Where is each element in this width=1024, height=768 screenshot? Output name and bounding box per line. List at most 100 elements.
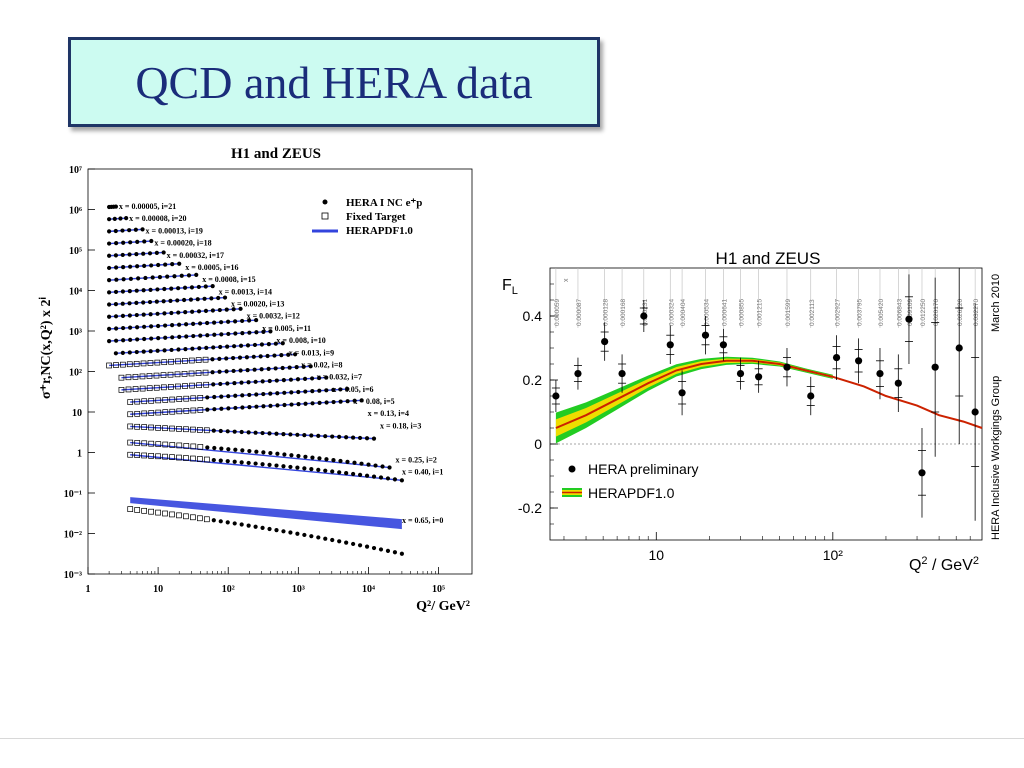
chart1-hera-point	[172, 274, 177, 279]
chart1-hera-point	[135, 239, 140, 244]
chart2-top-x-value: 0.000231	[642, 299, 649, 326]
chart1-fixed-target-point	[155, 397, 162, 404]
chart2-data-point	[905, 315, 913, 323]
chart2-top-x-value: 0.032270	[973, 299, 980, 326]
chart1-hera-point	[268, 391, 273, 396]
chart1-hera-point	[316, 467, 321, 473]
chart1-fixed-target-point	[183, 408, 190, 414]
chart1-hera-point	[286, 352, 291, 357]
chart1-hera-point	[294, 365, 299, 370]
chart1-hera-point	[275, 451, 280, 456]
chart1-series-label: x = 0.0013, i=14	[219, 287, 272, 296]
chart1-fixed-target-point	[162, 441, 169, 448]
chart1-fit-curve	[109, 285, 213, 294]
chart1-hera-point	[323, 468, 328, 473]
chart1-hera-point	[169, 347, 174, 353]
chart1-hera-point	[267, 462, 272, 467]
chart1-hera-point	[203, 308, 209, 314]
chart1-fixed-target-point	[148, 424, 154, 431]
chart1-xlabel: Q²/ GeV²	[416, 599, 470, 614]
chart1-fixed-target-point	[155, 453, 161, 460]
chart1-fit-curve	[109, 319, 257, 330]
chart2-top-x-value: 0.026220	[957, 299, 964, 326]
chart1-hera-point	[231, 307, 236, 312]
chart2-data-point	[640, 312, 648, 320]
chart1-hera-point	[385, 548, 391, 553]
chart1-hera-point	[309, 467, 314, 472]
chart1-hera-point	[351, 471, 356, 477]
chart1-hera-point	[162, 348, 167, 353]
chart1-fixed-target-point	[139, 385, 146, 392]
chart1-fixed-target-point	[141, 410, 148, 417]
chart1-hera-point	[218, 519, 223, 524]
chart1-hera-point	[217, 356, 222, 361]
chart1-hera-point	[224, 307, 229, 312]
chart1-fixed-target-point	[189, 382, 195, 389]
chart1-hera-point	[302, 376, 308, 381]
chart1-hera-point	[392, 477, 398, 482]
chart1-fixed-target-point	[155, 441, 162, 447]
chart2-top-x-label: x	[563, 278, 570, 282]
chart1-fixed-target-point	[161, 359, 168, 366]
chart2-plot-frame	[549, 267, 983, 541]
chart1-fit-curve	[130, 399, 362, 415]
chart1-xtick-label: 10³	[292, 584, 305, 595]
chart1-hera-point	[202, 296, 207, 301]
chart1-hera-point	[272, 353, 277, 358]
chart1-legend: HERA I NC e⁺p Fixed Target HERAPDF1.0	[312, 197, 422, 237]
chart1-hera-point	[149, 324, 154, 329]
chart1-hera-point	[163, 335, 168, 340]
chart2-data-point	[971, 408, 979, 416]
chart1-hera-point	[107, 241, 112, 246]
chart1-fixed-target-point	[127, 439, 134, 446]
chart1-hera-point	[140, 227, 145, 232]
chart1-series-label: x = 0.00032, i=17	[167, 251, 224, 260]
chart2-ytick-label: 0.4	[523, 308, 543, 324]
chart1-fixed-target-point	[183, 455, 189, 461]
chart1-fixed-target-point	[148, 410, 155, 416]
chart1-hera-point	[245, 343, 251, 348]
chart1-fixed-target-point	[169, 425, 175, 432]
chart1-fixed-target-point	[183, 426, 189, 433]
chart1-hera-point	[246, 523, 251, 528]
chart1-fixed-target-point	[197, 515, 203, 522]
legend-herapdf-label: HERAPDF1.0	[346, 225, 413, 237]
chart1-fixed-target-point	[113, 362, 119, 368]
chart1-hera-point	[155, 311, 160, 316]
chart1-hera-point	[281, 529, 286, 534]
chart1-hera-point	[267, 526, 272, 532]
chart1-fixed-target-point	[141, 398, 148, 405]
chart1-fixed-target-point	[134, 423, 141, 430]
chart1-hera-point	[233, 393, 238, 398]
chart1-hera-point	[169, 286, 174, 291]
chart1-fixed-target-point	[146, 385, 153, 392]
chart1-hera-point	[239, 380, 244, 385]
chart1-hera-point	[324, 388, 329, 393]
chart1-hera-point	[385, 476, 391, 481]
chart2-top-x-value: 0.002113	[809, 299, 816, 326]
chart1-hera-point	[330, 469, 335, 474]
chart1-hera-point	[231, 355, 236, 361]
chart1-fixed-target-point	[183, 513, 189, 520]
chart1-fixed-target-point	[176, 454, 182, 461]
chart1-hera-point	[280, 341, 285, 346]
chart1-fixed-target-point	[134, 410, 141, 417]
chart1-hera-point	[260, 525, 265, 530]
chart1-hera-point	[266, 366, 271, 371]
chart1-hera-point	[246, 380, 251, 385]
chart1-hera-point	[275, 403, 280, 408]
chart1-hera-point	[344, 471, 349, 476]
chart1-hera-point	[205, 407, 210, 412]
chart1-fixed-target-point	[197, 395, 204, 401]
chart1-hera-point	[399, 478, 404, 483]
chart1-hera-point	[222, 295, 228, 300]
chart1-hera-point	[170, 335, 175, 340]
chart1-series-label: x = 0.0005, i=16	[185, 263, 238, 272]
chart1-hera-point	[279, 353, 284, 358]
chart1-series-label: x = 0.05, i=6	[332, 385, 373, 394]
chart1-hera-point	[217, 307, 222, 313]
chart1-hera-point	[280, 365, 285, 371]
chart1-hera-point	[254, 330, 259, 335]
chart1-hera-point	[156, 336, 161, 341]
chart1-hera-point	[127, 252, 132, 257]
